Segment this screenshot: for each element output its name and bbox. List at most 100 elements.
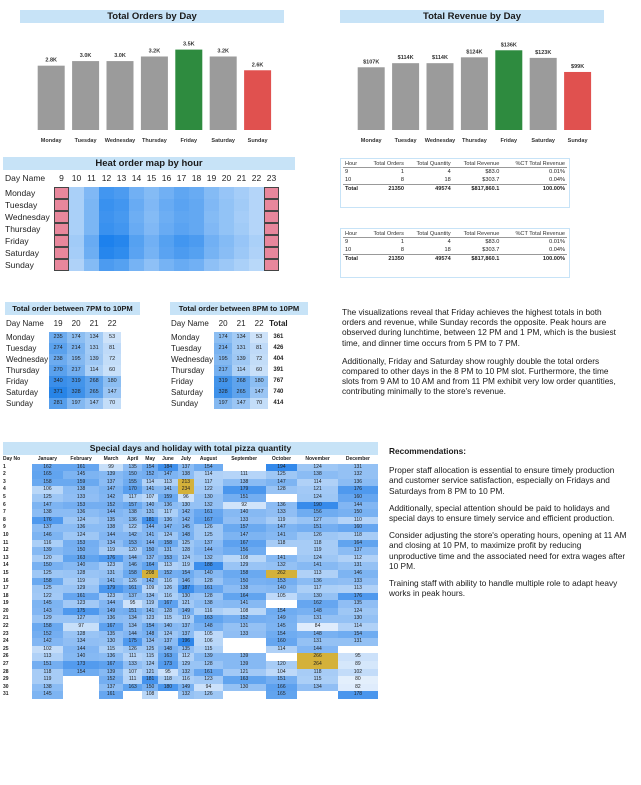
pizza-cell: 116 <box>158 592 178 601</box>
heatmap-cell <box>234 199 249 211</box>
heatmap-cell <box>219 259 234 271</box>
pizza-cell: 167 <box>98 661 124 669</box>
heatmap-cell <box>144 211 159 223</box>
pizza-cell: 161 <box>194 509 223 517</box>
heatmap-cell <box>174 223 189 235</box>
pizza-cell: 107 <box>123 668 143 677</box>
pizza-cell: 99 <box>98 463 124 472</box>
evening-cell: 195 <box>67 354 86 365</box>
evening-cell: 319 <box>214 376 233 387</box>
pizza-cell: 152 <box>31 630 64 639</box>
pizza-cell: 124 <box>158 630 178 639</box>
pizza-row: 4 106 138 147 170 141 141 234 122 179 128 121 176 <box>3 486 378 494</box>
evening-cell: 60 <box>250 365 269 376</box>
summary-total-row: Total 21350 49574 $817,860.1 100.00% <box>343 184 567 193</box>
pizza-cell: 106 <box>31 486 64 494</box>
summary-cell: 1 <box>400 239 404 245</box>
pizza-cell: 167 <box>194 516 223 525</box>
heatmap-panel: Heat order map by hour Day Name 9 10 11 12 1… <box>3 157 295 277</box>
heatmap-cell <box>189 247 204 259</box>
pizza-cell: 164 <box>142 562 159 570</box>
heatmap-cell <box>114 211 129 223</box>
pizza-cell: 113 <box>31 653 64 662</box>
pizza-cell: 140 <box>222 509 266 517</box>
pizza-cell: 10 <box>3 531 9 538</box>
pizza-cell: 129 <box>222 562 266 570</box>
pizza-cell: 115 <box>297 676 338 684</box>
pizza-cell: 137 <box>177 623 195 631</box>
pizza-cell: 154 <box>337 630 378 639</box>
pizza-cell: 123 <box>98 562 124 570</box>
pizza-cell: 181 <box>142 516 159 525</box>
pizza-cell: 29 <box>3 676 9 683</box>
pizza-cell: 108 <box>222 607 266 616</box>
pizza-row: 12 139 150 119 120 150 131 128 144 156 119 137 <box>3 547 378 555</box>
pizza-cell: 27 <box>3 661 9 668</box>
summary-total-row: Total 21350 49574 $817,860.1 100.00% <box>343 254 567 263</box>
evening-cell: 214 <box>214 343 233 354</box>
pizza-cell: 150 <box>63 547 99 555</box>
recommendation-1: Proper staff allocation is essential to … <box>389 465 615 496</box>
pizza-cell: 153 <box>63 501 99 510</box>
pizza-cell: 116 <box>194 607 223 616</box>
pizza-cell <box>63 691 99 699</box>
evening-cell: 265 <box>232 387 251 398</box>
pizza-cell: 150 <box>222 577 266 586</box>
revenue-category-label: Friday <box>501 138 518 144</box>
pizza-cell: 139 <box>194 653 223 662</box>
pizza-cell: 154 <box>177 569 195 578</box>
pizza-row: 19 145 123 144 95 119 167 121 138 141 162 135 <box>3 600 378 608</box>
pizza-cell: 149 <box>177 607 195 616</box>
pizza-cell: 26 <box>3 653 9 660</box>
heatmap-cell <box>129 211 144 223</box>
pizza-cell: 158 <box>31 478 64 487</box>
pizza-cell: 130 <box>297 592 338 601</box>
pizza-cell: 133 <box>222 630 266 639</box>
pizza-cell: 138 <box>222 478 266 487</box>
pizza-row: 30 138 137 163 150 180 149 94 130 166 134 82 <box>3 683 378 692</box>
heatmap-cell <box>54 235 69 247</box>
heatmap-cell <box>114 259 129 271</box>
summary-cell: Total <box>343 184 364 193</box>
evening-cell: 426 <box>273 345 284 351</box>
heatmap-cell <box>114 187 129 199</box>
pizza-cell: 136 <box>63 524 99 532</box>
pizza-cell: 264 <box>297 661 338 669</box>
evening-cell: 81 <box>250 343 269 354</box>
orders-category-label: Tuesday <box>75 138 98 144</box>
insight-paragraph-2: Additionally, Friday and Saturday show r… <box>342 355 616 397</box>
heatmap-cell <box>189 199 204 211</box>
heatmap-hour-label: 12 <box>101 173 112 183</box>
orders-category-label: Friday <box>181 138 198 144</box>
evening-cell: 238 <box>49 354 68 365</box>
evening-header: 22 <box>107 319 117 328</box>
orders-data-label: 3.0K <box>114 53 126 59</box>
pizza-cell: 144 <box>142 524 159 532</box>
pizza-cell: 144 <box>297 645 338 654</box>
pizza-cell: 137 <box>123 592 143 601</box>
summary-cell: Total <box>343 254 364 263</box>
heatmap-cell <box>189 259 204 271</box>
pizza-cell: 161 <box>63 592 99 601</box>
pizza-header: March <box>103 456 119 462</box>
pizza-cell: 137 <box>158 638 178 646</box>
heatmap-cell <box>234 187 249 199</box>
evening-header: Day Name <box>6 319 44 328</box>
summary-row: 9 1 4 $83.0 0.01% <box>343 238 567 247</box>
pizza-cell: 144 <box>142 539 159 548</box>
pizza-cell: 9 <box>3 524 6 531</box>
evening-cell: 414 <box>273 400 284 406</box>
evening-cell: 274 <box>49 343 68 354</box>
pizza-cell: 139 <box>222 661 266 669</box>
revenue-bar-friday <box>495 50 523 130</box>
pizza-cell: 133 <box>63 493 99 502</box>
pizza-cell: 163 <box>158 653 178 662</box>
evening-cell: 147 <box>85 398 104 409</box>
pizza-cell: 125 <box>177 539 195 548</box>
heatmap-cell <box>204 259 219 271</box>
pizza-cell: 145 <box>177 524 195 532</box>
revenue-category-label: Sunday <box>568 138 589 144</box>
heatmap-cell <box>69 235 84 247</box>
evening-cell: 328 <box>67 387 86 398</box>
evening-cell: 139 <box>85 354 104 365</box>
